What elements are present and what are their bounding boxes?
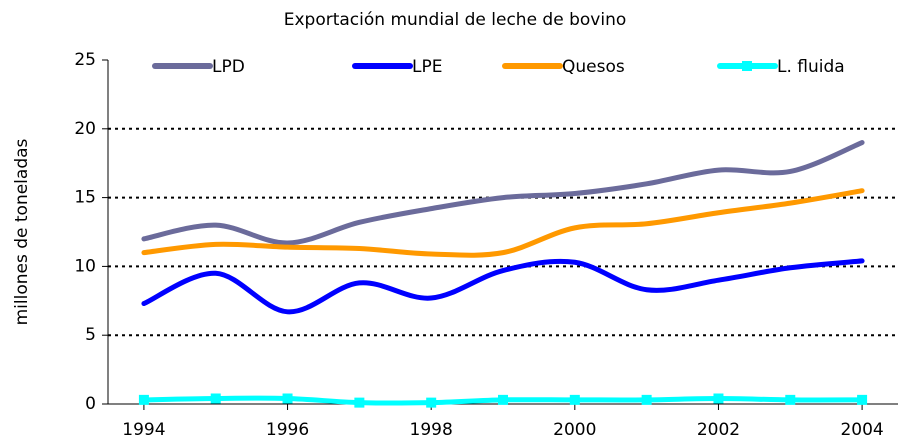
y-tick-label: 20: [74, 119, 96, 139]
series-marker: [498, 394, 508, 405]
x-tick-label: 1996: [266, 420, 309, 440]
series-marker: [569, 394, 580, 405]
x-tick-label: 2000: [553, 420, 596, 440]
x-tick-label: 2002: [697, 420, 740, 440]
x-tick-label: 2004: [840, 420, 883, 440]
legend-label: LPD: [212, 57, 245, 77]
series-marker: [354, 397, 365, 408]
y-tick-label: 10: [74, 256, 96, 276]
y-tick-label: 15: [74, 188, 96, 208]
series-line: [141, 258, 865, 315]
legend-label: Quesos: [562, 57, 625, 77]
series-marker: [713, 393, 724, 404]
x-tick-label: 1994: [122, 420, 165, 440]
y-tick-label: 25: [74, 50, 96, 70]
series-marker: [785, 394, 796, 405]
series-marker: [857, 394, 868, 405]
chart-title: Exportación mundial de leche de bovino: [284, 10, 627, 30]
y-axis-label: millones de toneladas: [12, 138, 32, 325]
series-marker: [138, 394, 149, 405]
series-marker: [210, 393, 221, 404]
series-marker: [282, 393, 293, 404]
legend-label: LPE: [412, 57, 442, 77]
series-marker: [426, 397, 437, 408]
y-tick-label: 5: [85, 325, 96, 345]
y-tick-label: 0: [85, 394, 96, 414]
x-tick-label: 1998: [410, 420, 453, 440]
legend-label: L. fluida: [777, 57, 845, 77]
series-line: [141, 140, 865, 246]
legend-marker: [742, 61, 752, 71]
series-marker: [641, 394, 652, 405]
series-line: [141, 188, 865, 258]
